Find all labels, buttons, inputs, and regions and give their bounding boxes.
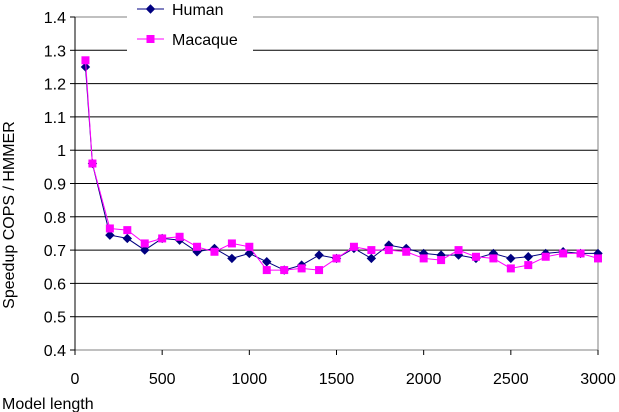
data-point (140, 245, 150, 255)
x-axis-ticks: 0 500 1000 1500 2000 2500 3000 (71, 350, 616, 388)
x-tick-label: 0 (71, 371, 80, 388)
data-point (280, 266, 289, 275)
data-point (315, 266, 324, 275)
data-point (88, 159, 97, 168)
data-point (506, 264, 515, 273)
data-point (419, 254, 428, 263)
data-point (349, 242, 358, 251)
data-point (227, 239, 236, 248)
y-tick-label: 1.4 (44, 10, 66, 27)
y-tick-label: 0.7 (44, 243, 66, 260)
data-point (471, 252, 480, 261)
data-point (541, 252, 550, 261)
y-tick-label: 1 (57, 143, 66, 160)
y-tick-label: 0.5 (44, 310, 66, 327)
data-point (594, 254, 602, 263)
x-tick-label: 1000 (232, 371, 268, 388)
y-tick-label: 1.3 (44, 43, 66, 60)
data-point (262, 266, 271, 275)
data-point (81, 56, 90, 65)
data-point (524, 261, 533, 270)
y-tick-label: 0.9 (44, 177, 66, 194)
y-axis-title: Speedup COPS / HMMER (1, 121, 18, 309)
data-point (489, 254, 498, 263)
series-macaque (81, 56, 602, 275)
data-point (210, 247, 219, 256)
data-point (523, 252, 533, 262)
data-point (140, 239, 149, 248)
data-point (384, 246, 393, 255)
series-layer (80, 56, 603, 275)
x-tick-label: 1500 (319, 371, 355, 388)
legend-marker (146, 35, 155, 43)
legend-label: Macaque (172, 32, 238, 49)
data-point (314, 250, 324, 260)
y-tick-label: 1.2 (44, 77, 66, 94)
y-tick-label: 1.1 (44, 110, 66, 127)
data-point (193, 242, 202, 251)
data-point (123, 226, 132, 235)
gridlines (75, 16, 598, 351)
x-tick-label: 2000 (406, 371, 442, 388)
data-point (437, 256, 446, 265)
data-point (105, 224, 114, 233)
legend-item-human: Human (137, 2, 224, 19)
data-point (244, 248, 255, 259)
data-point (332, 254, 341, 263)
x-tick-label: 2500 (493, 371, 529, 388)
data-point (262, 257, 272, 267)
data-point (576, 249, 585, 258)
data-point (122, 233, 133, 244)
y-axis-ticks: 0.4 0.5 0.6 0.7 0.8 0.9 1 1.1 1.2 1.3 1.4 (44, 10, 76, 360)
data-point (227, 253, 237, 264)
data-point (175, 232, 184, 241)
legend-label: Human (172, 2, 224, 19)
legend-marker (145, 4, 156, 14)
data-point (506, 253, 516, 264)
data-point (297, 264, 306, 273)
x-tick-label: 500 (149, 371, 176, 388)
y-tick-label: 0.6 (44, 276, 66, 293)
data-point (402, 247, 411, 256)
x-axis-title: Model length (2, 396, 94, 412)
y-tick-label: 0.4 (44, 343, 66, 360)
data-point (367, 246, 376, 255)
data-point (366, 253, 377, 264)
legend: Human Macaque (127, 0, 253, 59)
data-point (559, 249, 568, 258)
data-point (245, 242, 254, 251)
y-tick-label: 0.8 (44, 210, 66, 227)
legend-item-macaque: Macaque (137, 32, 238, 49)
data-point (105, 230, 115, 240)
x-tick-label: 3000 (580, 371, 616, 388)
data-point (158, 234, 167, 243)
data-point (454, 246, 463, 255)
